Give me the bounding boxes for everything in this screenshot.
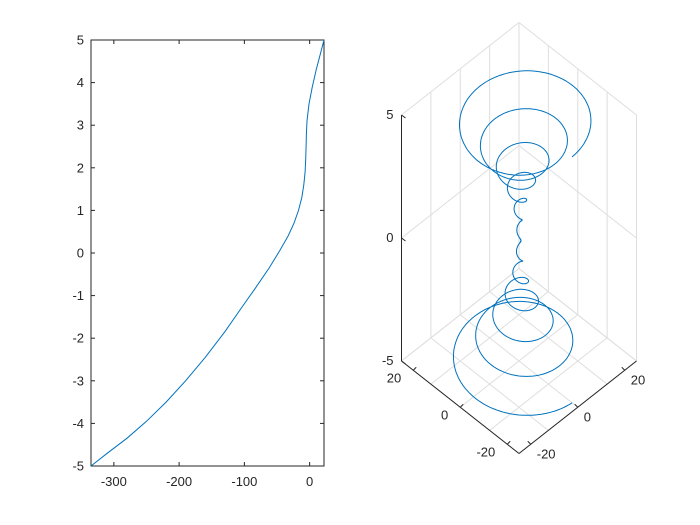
- series-helix-3d: [453, 70, 592, 416]
- x-axis-ticks: -300 -200 -100 0: [101, 40, 313, 489]
- wall-grid-line: [401, 145, 520, 239]
- left-axis-tick-label: -20: [476, 444, 495, 459]
- right-axis-tick-label: 0: [584, 409, 591, 424]
- right-axis-tick-label: 20: [631, 372, 645, 387]
- wall-grid-line: [401, 22, 520, 116]
- y-axis-ticks: -5 -4 -3 -2 -1 0 1 2 3 4 5: [72, 33, 324, 474]
- y-tick-label: 0: [77, 246, 84, 261]
- x-tick-label: -200: [166, 474, 192, 489]
- wall-grid-line: [518, 268, 637, 362]
- right-axis-tick-label: -20: [537, 446, 556, 461]
- x-tick-label: 0: [306, 474, 313, 489]
- z-tick-mark: [401, 360, 406, 365]
- 3d-axes: [401, 114, 637, 454]
- y-tick-label: 4: [77, 75, 84, 90]
- right-axis-tick-mark: [574, 403, 579, 408]
- y-tick-label: -3: [72, 373, 84, 388]
- y-tick-label: 1: [77, 203, 84, 218]
- floor-grid-line: [489, 337, 608, 431]
- 3d-tick-labels: -5 0 5 20 0 -20 -20 0 20: [382, 107, 645, 461]
- left-axis-tick-mark: [506, 440, 511, 445]
- left-axis-tick-mark: [459, 403, 464, 408]
- y-tick-label: -2: [72, 331, 84, 346]
- left-axis-tick-mark: [412, 366, 417, 371]
- z-tick-label: 0: [386, 230, 393, 245]
- line-plot-2d: -300 -200 -100 0 -5 -4 -3 -2 -1 0 1 2 3 4 5: [72, 33, 325, 489]
- y-tick-label: 3: [77, 118, 84, 133]
- wall-grid-line: [518, 145, 637, 239]
- plot-2d-axes-box: [90, 39, 325, 467]
- left-axis-tick-label: 20: [387, 370, 401, 385]
- helix-plot-3d: -5 0 5 20 0 -20 -20 0 20: [382, 22, 645, 461]
- z-tick-label: -5: [382, 353, 394, 368]
- right-axis-tick-mark: [527, 440, 532, 445]
- floor-grid-line: [459, 314, 579, 408]
- y-tick-label: 2: [77, 160, 84, 175]
- y-tick-label: 5: [77, 33, 84, 48]
- z-tick-label: 5: [386, 107, 393, 122]
- z-tick-mark: [401, 237, 406, 242]
- right-axis-tick-mark: [621, 366, 626, 371]
- series-line-2d: [90, 39, 325, 467]
- x-tick-label: -300: [101, 474, 127, 489]
- z-tick-mark: [401, 114, 406, 119]
- y-tick-label: -5: [72, 459, 84, 474]
- wall-grid-line: [518, 22, 637, 116]
- x-tick-label: -100: [231, 474, 257, 489]
- left-axis-tick-label: 0: [441, 407, 448, 422]
- y-tick-label: -1: [72, 288, 84, 303]
- wall-grid-line: [401, 268, 520, 362]
- y-tick-label: -4: [72, 416, 84, 431]
